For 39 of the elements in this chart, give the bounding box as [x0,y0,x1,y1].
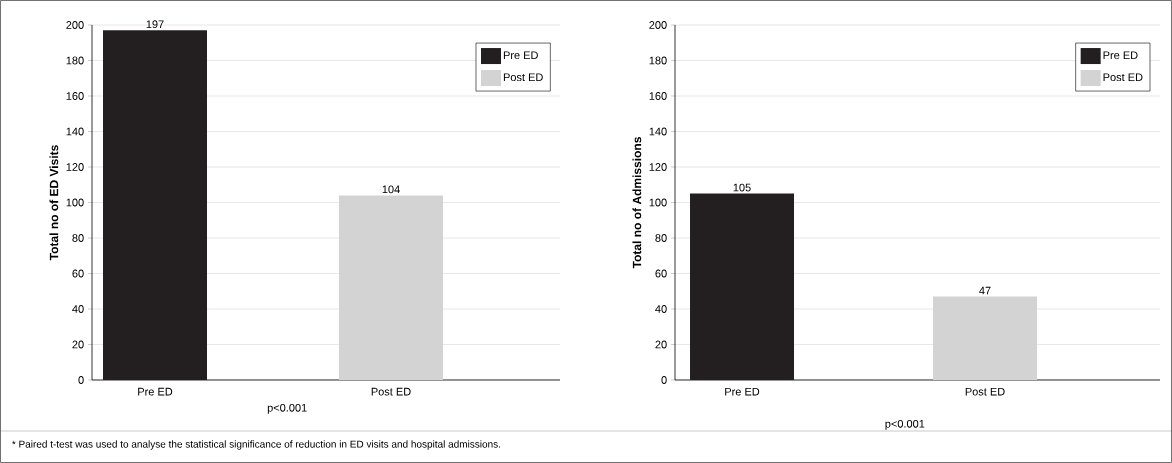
y-tick-label: 120 [66,163,84,171]
y-tick-label: 140 [66,127,84,136]
data-label: 104 [382,185,400,194]
y-tick-label: 80 [655,234,667,242]
x-tick-label: Pre ED [725,387,760,396]
legend-label: Pre ED [1103,51,1138,60]
y-tick-label: 160 [66,92,84,100]
data-label: 105 [733,183,751,192]
y-tick-label: 200 [649,21,667,29]
text: p<0.001 [267,403,307,414]
y-tick-label: 20 [655,340,667,349]
y-tick-label: 20 [72,340,84,349]
legend-label: Post ED [1103,73,1143,82]
y-tick-label: 40 [655,305,667,313]
y-tick-label: 200 [66,21,84,29]
y-tick-label: 0 [661,376,667,384]
y-axis-title: Total no of Admissions [632,137,642,269]
y-tick-label: 100 [649,198,667,207]
y-tick-label: 120 [649,163,667,171]
y-tick-label: 60 [72,269,84,278]
y-tick-label: 80 [72,234,84,242]
y-tick-label: 60 [655,269,667,278]
text: * Paired t-test was used to analyse the statistical significance of reduction in ED visits and hospital admissions. [12,440,501,450]
y-axis-title: Total no of ED Visits [49,145,59,261]
text: p<0.001 [885,419,925,430]
data-label: 47 [979,286,991,295]
y-tick-label: 0 [78,376,84,384]
y-tick-label: 180 [649,56,667,65]
y-tick-label: 160 [649,92,667,100]
y-tick-label: 40 [72,305,84,313]
x-tick-label: Pre ED [138,387,173,396]
y-tick-label: 140 [649,127,667,136]
y-tick-label: 180 [66,56,84,65]
x-tick-label: Post ED [965,387,1005,396]
data-label: 197 [146,20,164,29]
legend-label: Pre ED [503,51,538,60]
legend-label: Post ED [503,73,543,82]
x-tick-label: Post ED [371,387,411,396]
y-tick-label: 100 [66,198,84,207]
